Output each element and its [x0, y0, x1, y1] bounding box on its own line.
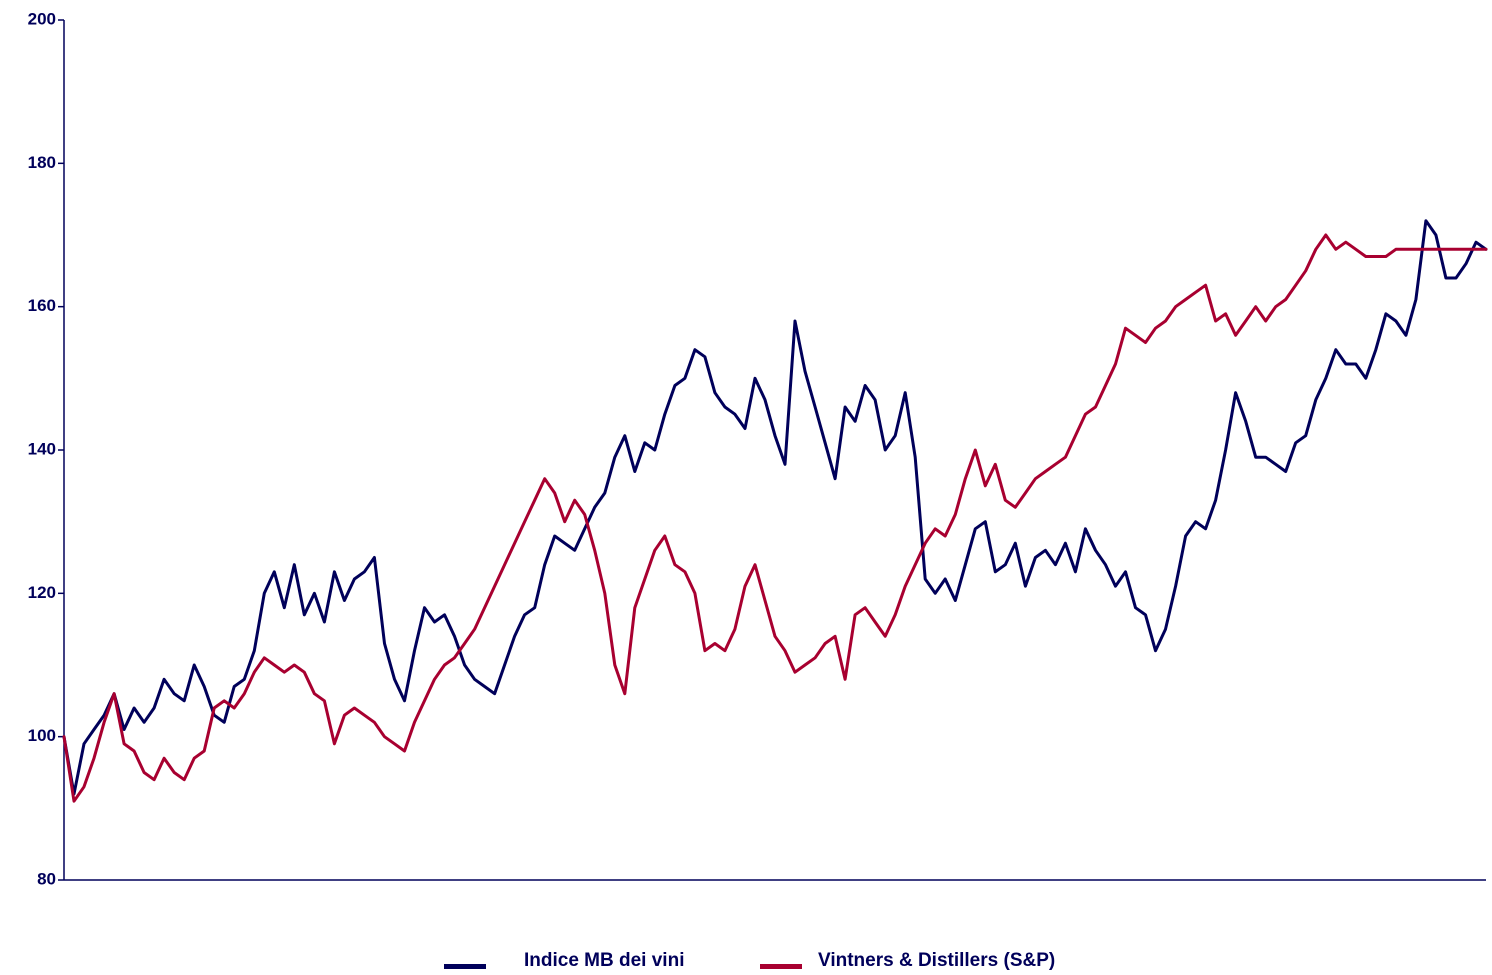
- series-line-vintners: [62, 233, 1488, 803]
- series-line-indice-mb: [62, 219, 1488, 796]
- y-tick-label: 160: [28, 296, 56, 315]
- legend: Indice MB dei vini Vintners & Distillers…: [0, 948, 1492, 975]
- legend-label-vintners: Vintners & Distillers (S&P): [818, 950, 1056, 971]
- y-tick-label: 80: [37, 869, 56, 888]
- series-layer: [62, 219, 1488, 803]
- y-tick-label: 180: [28, 153, 56, 172]
- legend-swatch-indice-mb: [444, 964, 486, 969]
- y-tick-label: 120: [28, 583, 56, 602]
- y-tick-label: 200: [28, 9, 56, 28]
- legend-label-indice-mb: Indice MB dei vini: [524, 950, 685, 971]
- line-chart: 80 100 120 140 160 180 200: [28, 9, 1488, 888]
- y-axis: 80 100 120 140 160 180 200: [28, 9, 65, 888]
- legend-swatch-vintners: [760, 964, 802, 969]
- y-tick-label: 140: [28, 439, 56, 458]
- y-tick-label: 100: [28, 726, 56, 745]
